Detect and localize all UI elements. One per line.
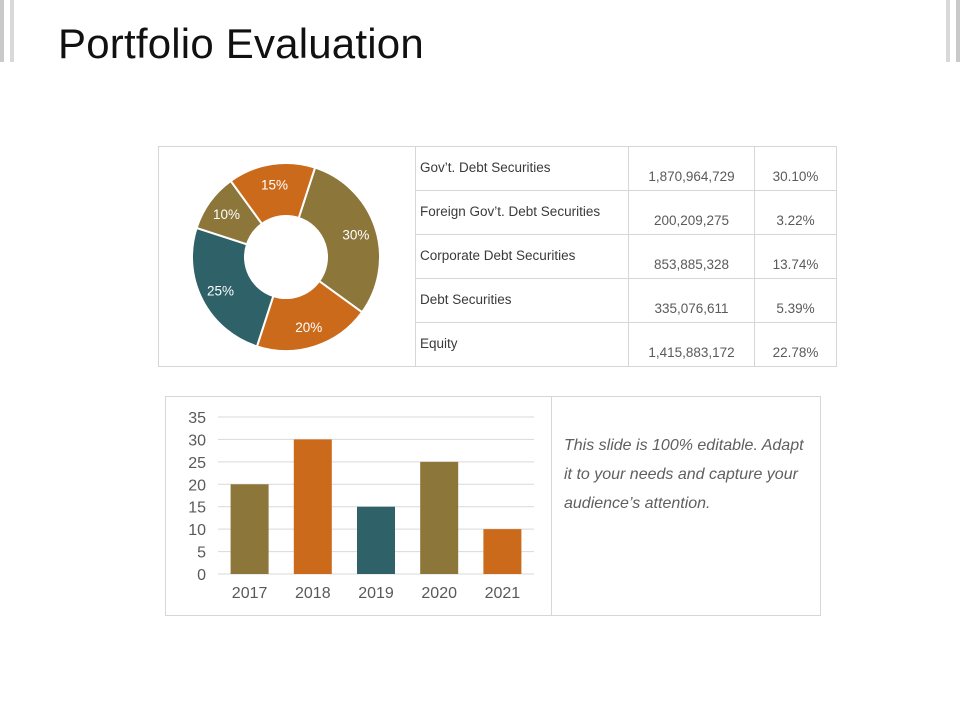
donut-slice [229,162,317,226]
bar [420,461,459,574]
holding-amount: 200,209,275 [628,190,755,235]
right-edge-bar [956,0,960,62]
donut-slice-label: 15% [261,177,288,192]
holding-name: Corporate Debt Securities [416,234,629,280]
y-tick-label: 0 [197,567,206,584]
holding-amount: 1,415,883,172 [628,322,755,366]
table-row: Equity 1,415,883,172 22.78% [416,322,836,366]
holding-percent: 22.78% [772,345,819,360]
bar-chart-cell: 0 5 10 15 20 25 30 35 2017 2018 2019 2020 2021 [166,397,552,615]
editable-note: This slide is 100% editable. Adapt it to… [564,437,804,512]
donut-slice-label: 10% [213,207,240,222]
donut-chart-cell: 30% 20% 25% 10% 15% [159,147,416,366]
donut-slice-label: 25% [207,283,234,298]
x-tick-label: 2018 [295,585,331,602]
x-tick-label: 2021 [485,585,521,602]
bar [293,439,332,574]
y-tick-label: 5 [197,545,206,562]
holding-amount: 1,870,964,729 [628,147,755,191]
x-tick-label: 2017 [232,585,268,602]
holding-percent: 3.22% [754,190,836,235]
table-row: Foreign Gov’t. Debt Securities 200,209,27… [416,190,836,235]
holdings-panel: 30% 20% 25% 10% 15% Gov’t. Debt Securities 1,… [158,146,837,367]
bar [483,529,522,574]
holding-amount: 335,076,611 [628,278,755,324]
donut-slice-label: 20% [295,320,322,335]
holdings-table: Gov’t. Debt Securities 1,870,964,729 30.10… [416,147,836,366]
y-tick-label: 20 [188,477,206,494]
bar-chart-panel: 0 5 10 15 20 25 30 35 2017 2018 2019 2020 2021 This … [165,396,821,616]
bar [357,506,395,574]
y-tick-label: 10 [188,522,206,539]
table-row: Gov’t. Debt Securities 1,870,964,729 30.10… [416,147,836,191]
holding-name: Gov’t. Debt Securities [416,147,629,191]
holding-name: Debt Securities [416,278,629,324]
x-tick-label: 2020 [421,585,457,602]
donut-chart: 30% 20% 25% 10% 15% [191,162,381,352]
holding-percent: 13.74% [754,234,836,280]
holding-amount: 853,885,328 [628,234,755,280]
holding-name: Foreign Gov’t. Debt Securities [416,190,629,235]
bar-chart: 0 5 10 15 20 25 30 35 2017 2018 2019 2020 2021 [188,410,534,602]
table-row: Debt Securities 335,076,611 5.39% [416,278,836,324]
table-row: Corporate Debt Securities 853,885,328 13.7… [416,234,836,280]
donut-slice [191,226,275,348]
x-tick-label: 2019 [358,585,394,602]
donut-slice [255,279,364,352]
left-edge-bar [0,0,4,62]
y-tick-label: 35 [188,410,206,427]
right-edge-bar [946,0,950,62]
holding-name: Equity [416,322,629,366]
donut-slice-label: 30% [342,227,369,242]
slide-title: Portfolio Evaluation [58,20,424,67]
donut-slice [297,166,381,314]
y-tick-label: 30 [188,432,206,449]
y-tick-label: 25 [188,455,206,472]
y-tick-label: 15 [188,500,206,517]
left-edge-bar [10,0,14,62]
bar [230,484,269,574]
holding-percent: 30.10% [754,147,836,191]
holding-percent: 5.39% [754,278,836,324]
